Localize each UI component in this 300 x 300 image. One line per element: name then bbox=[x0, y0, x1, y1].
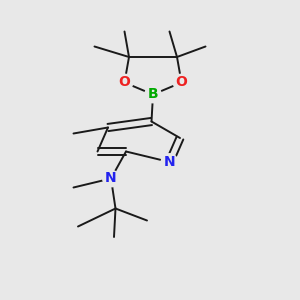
Text: O: O bbox=[118, 76, 130, 89]
Text: N: N bbox=[105, 172, 117, 185]
Circle shape bbox=[103, 170, 119, 187]
Text: O: O bbox=[176, 76, 188, 89]
Circle shape bbox=[161, 154, 178, 170]
Text: N: N bbox=[164, 155, 175, 169]
Circle shape bbox=[173, 74, 190, 91]
Text: B: B bbox=[148, 88, 158, 101]
Circle shape bbox=[145, 86, 161, 103]
Circle shape bbox=[116, 74, 133, 91]
